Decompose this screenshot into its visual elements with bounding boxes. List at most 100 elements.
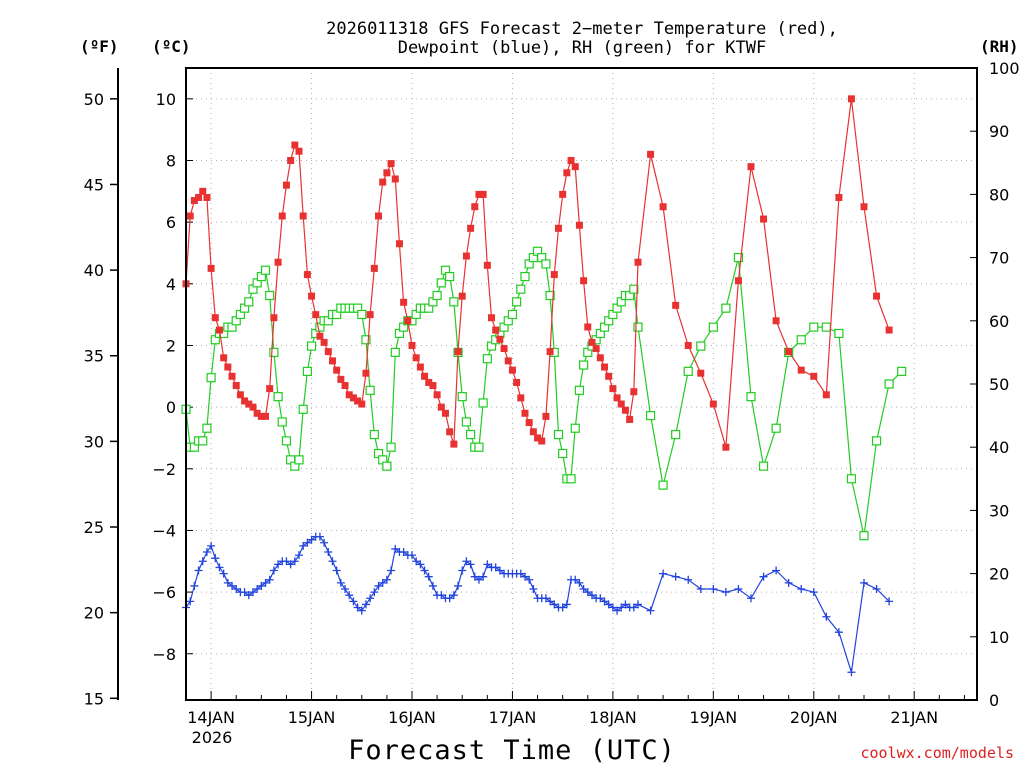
temp-point <box>358 400 366 408</box>
temp-point <box>554 224 562 232</box>
dewpoint-point <box>374 581 383 590</box>
rh-point <box>884 379 894 389</box>
dewpoint-point <box>885 597 894 606</box>
dewpoint-point <box>357 606 366 615</box>
dewpoint-point <box>634 600 642 609</box>
rh-tick-label: 10 <box>989 628 1009 647</box>
dewpoint-point <box>349 597 358 606</box>
temp-point <box>220 354 228 362</box>
dewpoint-point <box>382 575 391 584</box>
rh-tick-label: 90 <box>989 122 1009 141</box>
rh-axis: 0 10 20 30 40 50 60 70 80 90 100 <box>970 59 1020 710</box>
temp-point <box>345 391 353 399</box>
rh-point <box>449 297 459 307</box>
year-label: 2026 <box>192 728 233 747</box>
dewpoint-point <box>696 585 705 594</box>
temp-point <box>697 369 705 377</box>
dewpoint-point <box>307 535 316 544</box>
dewpoint-point <box>282 557 291 566</box>
dewpoint-point <box>295 551 303 560</box>
temp-point <box>199 187 207 195</box>
rh-point <box>696 341 706 351</box>
temp-point <box>316 332 324 340</box>
dewpoint-point <box>525 575 534 584</box>
dewpoint-point <box>240 588 249 597</box>
dewpoint-point <box>412 557 421 566</box>
temp-point <box>354 397 362 405</box>
temp-point <box>395 240 403 248</box>
temp-point <box>471 203 479 211</box>
rh-point <box>721 303 731 313</box>
dewpoint-point <box>232 585 241 594</box>
temp-point <box>245 400 253 408</box>
dewpoint-point <box>608 603 617 612</box>
dewpoint-point <box>194 566 203 575</box>
temp-point <box>810 372 818 380</box>
time-tick-label: 15JAN <box>288 708 336 727</box>
temp-point <box>617 400 625 408</box>
temp-point <box>270 314 278 322</box>
rh-point <box>482 354 492 364</box>
celsius-axis: −8 −6 −4 −2 0 2 4 6 8 10 <box>152 90 193 664</box>
dewpoint-point <box>470 572 479 581</box>
dewpoint-point <box>822 612 831 621</box>
rh-point <box>369 429 379 440</box>
dewpoint-point <box>299 541 308 550</box>
dewpoint-point <box>324 548 333 557</box>
celsius-tick-label: −2 <box>152 460 176 479</box>
dewpoint-point <box>847 668 856 677</box>
rh-point <box>436 278 446 288</box>
dewpoint-point <box>797 585 806 594</box>
dewpoint-point <box>378 578 387 587</box>
rh-point <box>478 398 488 408</box>
rh-point <box>432 290 442 301</box>
temp-point <box>538 437 546 445</box>
temp-point <box>785 348 793 356</box>
rh-tick-label: 60 <box>989 312 1009 331</box>
rh-point <box>273 392 283 402</box>
dewpoint-point <box>495 566 504 575</box>
celsius-tick-label: −6 <box>152 583 176 602</box>
rh-point <box>809 322 819 332</box>
temp-point <box>295 147 303 155</box>
temp-point <box>241 397 249 405</box>
temp-point <box>228 372 236 380</box>
rh-point <box>244 297 254 307</box>
temp-point <box>626 415 634 423</box>
series-dewpoint <box>182 532 894 677</box>
rh-point <box>771 423 781 433</box>
dewpoint-point <box>784 578 793 587</box>
series-line <box>185 98 890 448</box>
temp-point <box>441 409 449 417</box>
temp-point <box>450 440 458 448</box>
series-rh <box>181 246 907 541</box>
temp-point <box>249 403 257 411</box>
temp-point <box>609 385 617 393</box>
temp-point <box>274 258 282 266</box>
temp-point <box>525 419 533 427</box>
unit-label-celsius: (ºC) <box>152 37 191 56</box>
rh-point <box>445 271 455 282</box>
temp-point <box>508 366 516 374</box>
rh-point <box>758 461 769 471</box>
temp-point <box>488 314 496 322</box>
dewpoint-point <box>253 585 262 594</box>
temp-point <box>287 156 295 164</box>
rh-point <box>457 392 467 402</box>
dewpoint-point <box>449 591 458 600</box>
temp-point <box>320 338 328 346</box>
temp-point <box>190 197 198 205</box>
temp-point <box>772 317 780 325</box>
dewpoint-point <box>332 566 341 575</box>
dewpoint-point <box>546 597 555 606</box>
dewpoint-point <box>721 588 730 597</box>
unit-label-rh: (RH) <box>980 37 1019 56</box>
temp-point <box>425 378 433 386</box>
temp-point <box>379 178 387 186</box>
dewpoint-point <box>734 585 743 594</box>
temp-point <box>383 169 391 177</box>
temp-point <box>236 391 244 399</box>
dewpoint-point <box>328 557 337 566</box>
temp-point <box>873 292 881 300</box>
rh-point <box>277 417 287 427</box>
